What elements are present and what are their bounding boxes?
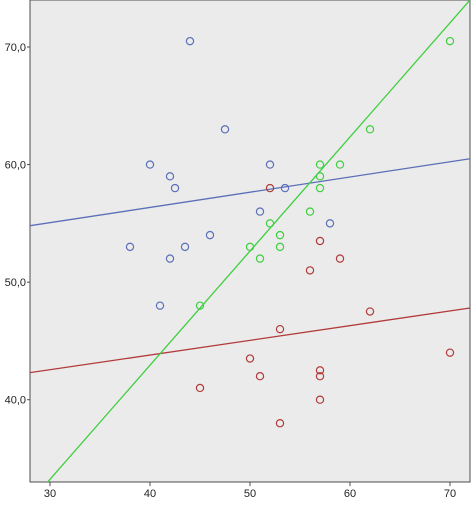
- data-point-series-1: [325, 219, 335, 228]
- data-point-series-2: [365, 307, 375, 316]
- data-point-series-3: [245, 242, 255, 252]
- data-point-series-2: [315, 236, 325, 246]
- data-point-series-2: [315, 371, 325, 381]
- fit-line-series-1: [30, 158, 470, 227]
- data-point-series-3: [315, 183, 325, 193]
- data-point-series-1: [165, 172, 175, 181]
- x-tick-label: 60: [344, 488, 356, 500]
- data-point-series-1: [125, 242, 135, 252]
- data-point-series-3: [305, 207, 315, 216]
- data-point-series-2: [195, 383, 205, 393]
- plot-area: [29, 0, 471, 483]
- data-point-series-2: [255, 371, 265, 381]
- data-point-series-3: [445, 36, 455, 46]
- data-point-series-3: [255, 254, 265, 263]
- data-point-series-2: [275, 419, 285, 428]
- y-axis: 40,0 50,0 60,0 70,0: [5, 42, 30, 407]
- data-point-series-2: [445, 348, 455, 357]
- x-axis: 30 40 50 60 70: [44, 482, 456, 500]
- x-tick-label: 30: [44, 488, 56, 500]
- data-point-series-1: [180, 242, 190, 252]
- data-point-series-3: [315, 160, 325, 169]
- y-tick-label: 70,0: [5, 42, 26, 54]
- fit-line-series-3: [46, 0, 470, 482]
- data-point-series-2: [315, 395, 325, 404]
- data-point-series-2: [315, 366, 325, 375]
- data-point-series-2: [265, 183, 275, 193]
- x-tick-label: 40: [144, 488, 156, 500]
- data-point-series-1: [185, 36, 195, 46]
- data-point-series-1: [145, 160, 155, 169]
- fit-lines: [30, 0, 470, 482]
- x-tick-label: 70: [444, 488, 456, 500]
- data-point-series-1: [170, 183, 180, 193]
- y-tick-label: 50,0: [5, 277, 26, 289]
- data-point-series-3: [335, 160, 345, 169]
- data-point-series-1: [280, 183, 290, 193]
- data-point-series-3: [265, 219, 275, 228]
- data-point-series-1: [205, 230, 215, 240]
- data-point-series-3: [315, 172, 325, 181]
- fit-line-series-2: [30, 307, 470, 374]
- data-point-series-3: [365, 125, 375, 134]
- data-point-series-2: [305, 266, 315, 275]
- data-point-series-1: [265, 160, 275, 169]
- data-point-series-1: [255, 207, 265, 216]
- data-points: [125, 36, 455, 428]
- data-point-series-1: [165, 254, 175, 263]
- data-point-series-2: [245, 354, 255, 363]
- data-point-series-3: [275, 242, 285, 252]
- data-point-series-2: [335, 254, 345, 263]
- x-tick-label: 50: [244, 488, 256, 500]
- data-point-series-1: [220, 125, 230, 134]
- y-tick-label: 40,0: [5, 395, 26, 407]
- data-point-series-2: [275, 324, 285, 334]
- data-point-series-3: [275, 230, 285, 240]
- y-tick-label: 60,0: [5, 160, 26, 172]
- data-point-series-1: [155, 301, 165, 310]
- data-point-series-3: [195, 301, 205, 310]
